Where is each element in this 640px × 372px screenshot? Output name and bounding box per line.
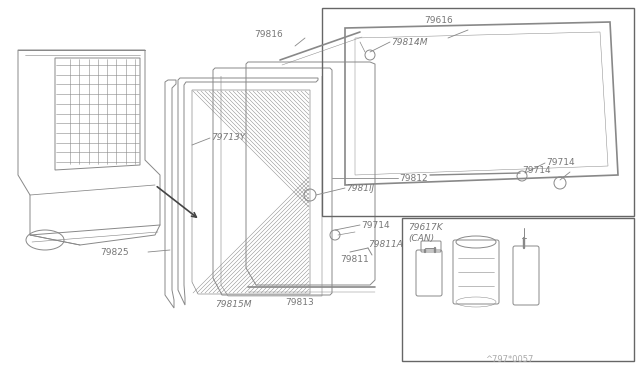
Text: 79616: 79616	[424, 16, 452, 25]
Text: 79811A: 79811A	[368, 240, 403, 249]
Text: (CAN): (CAN)	[408, 234, 434, 243]
Text: 79714: 79714	[522, 166, 551, 175]
Text: 79814M: 79814M	[391, 38, 428, 47]
Text: 79825: 79825	[100, 248, 129, 257]
Text: 79815M: 79815M	[215, 300, 252, 309]
Text: 79713Y: 79713Y	[211, 133, 245, 142]
Bar	[322, 8, 634, 216]
Text: 79811: 79811	[340, 255, 369, 264]
Text: 79714: 79714	[546, 158, 575, 167]
Bar	[402, 218, 634, 361]
Text: 79813: 79813	[285, 298, 314, 307]
Text: 79617K: 79617K	[408, 223, 443, 232]
Text: 79812: 79812	[399, 174, 428, 183]
Text: 79816: 79816	[254, 30, 283, 39]
Text: 7981lJ: 7981lJ	[346, 184, 374, 193]
Text: ^797*0057: ^797*0057	[485, 355, 533, 364]
Text: 79714: 79714	[361, 221, 390, 230]
